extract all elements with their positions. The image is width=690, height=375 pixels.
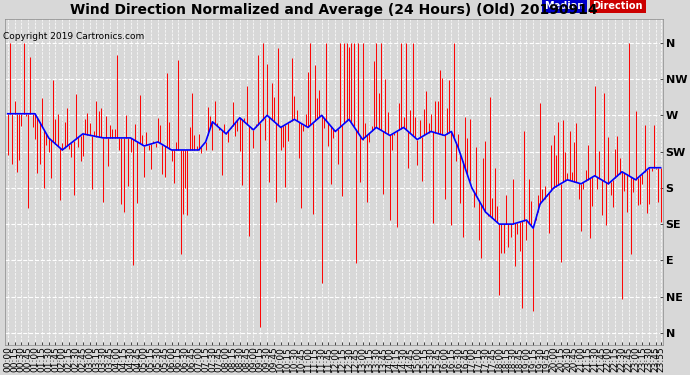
- Text: Median: Median: [544, 1, 585, 11]
- Text: Copyright 2019 Cartronics.com: Copyright 2019 Cartronics.com: [3, 32, 145, 41]
- Text: Direction: Direction: [593, 1, 643, 11]
- Title: Wind Direction Normalized and Average (24 Hours) (Old) 20190914: Wind Direction Normalized and Average (2…: [70, 3, 598, 18]
